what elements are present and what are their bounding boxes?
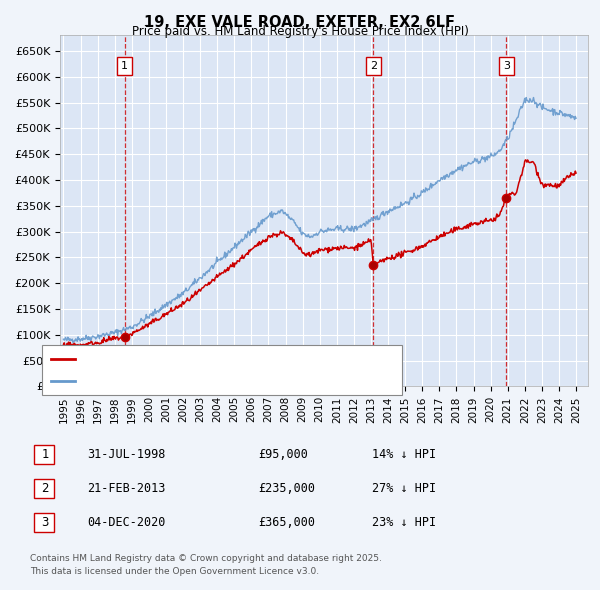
Text: 31-JUL-1998: 31-JUL-1998 [87,448,166,461]
Text: £95,000: £95,000 [258,448,308,461]
Text: £365,000: £365,000 [258,516,315,529]
Text: 19, EXE VALE ROAD, EXETER, EX2 6LF: 19, EXE VALE ROAD, EXETER, EX2 6LF [145,15,455,30]
Text: £235,000: £235,000 [258,482,315,495]
Text: HPI: Average price, detached house, Exeter: HPI: Average price, detached house, Exet… [79,376,317,386]
Text: This data is licensed under the Open Government Licence v3.0.: This data is licensed under the Open Gov… [30,567,319,576]
Text: 3: 3 [503,61,510,71]
Text: 2: 2 [41,482,49,495]
Text: 1: 1 [41,448,49,461]
Text: 19, EXE VALE ROAD, EXETER, EX2 6LF (detached house): 19, EXE VALE ROAD, EXETER, EX2 6LF (deta… [79,354,387,364]
Text: 04-DEC-2020: 04-DEC-2020 [87,516,166,529]
Text: 14% ↓ HPI: 14% ↓ HPI [372,448,436,461]
Text: 3: 3 [41,516,49,529]
Text: 21-FEB-2013: 21-FEB-2013 [87,482,166,495]
Text: 23% ↓ HPI: 23% ↓ HPI [372,516,436,529]
Text: 27% ↓ HPI: 27% ↓ HPI [372,482,436,495]
Text: Price paid vs. HM Land Registry's House Price Index (HPI): Price paid vs. HM Land Registry's House … [131,25,469,38]
Text: Contains HM Land Registry data © Crown copyright and database right 2025.: Contains HM Land Registry data © Crown c… [30,554,382,563]
Text: 1: 1 [121,61,128,71]
Text: 2: 2 [370,61,377,71]
